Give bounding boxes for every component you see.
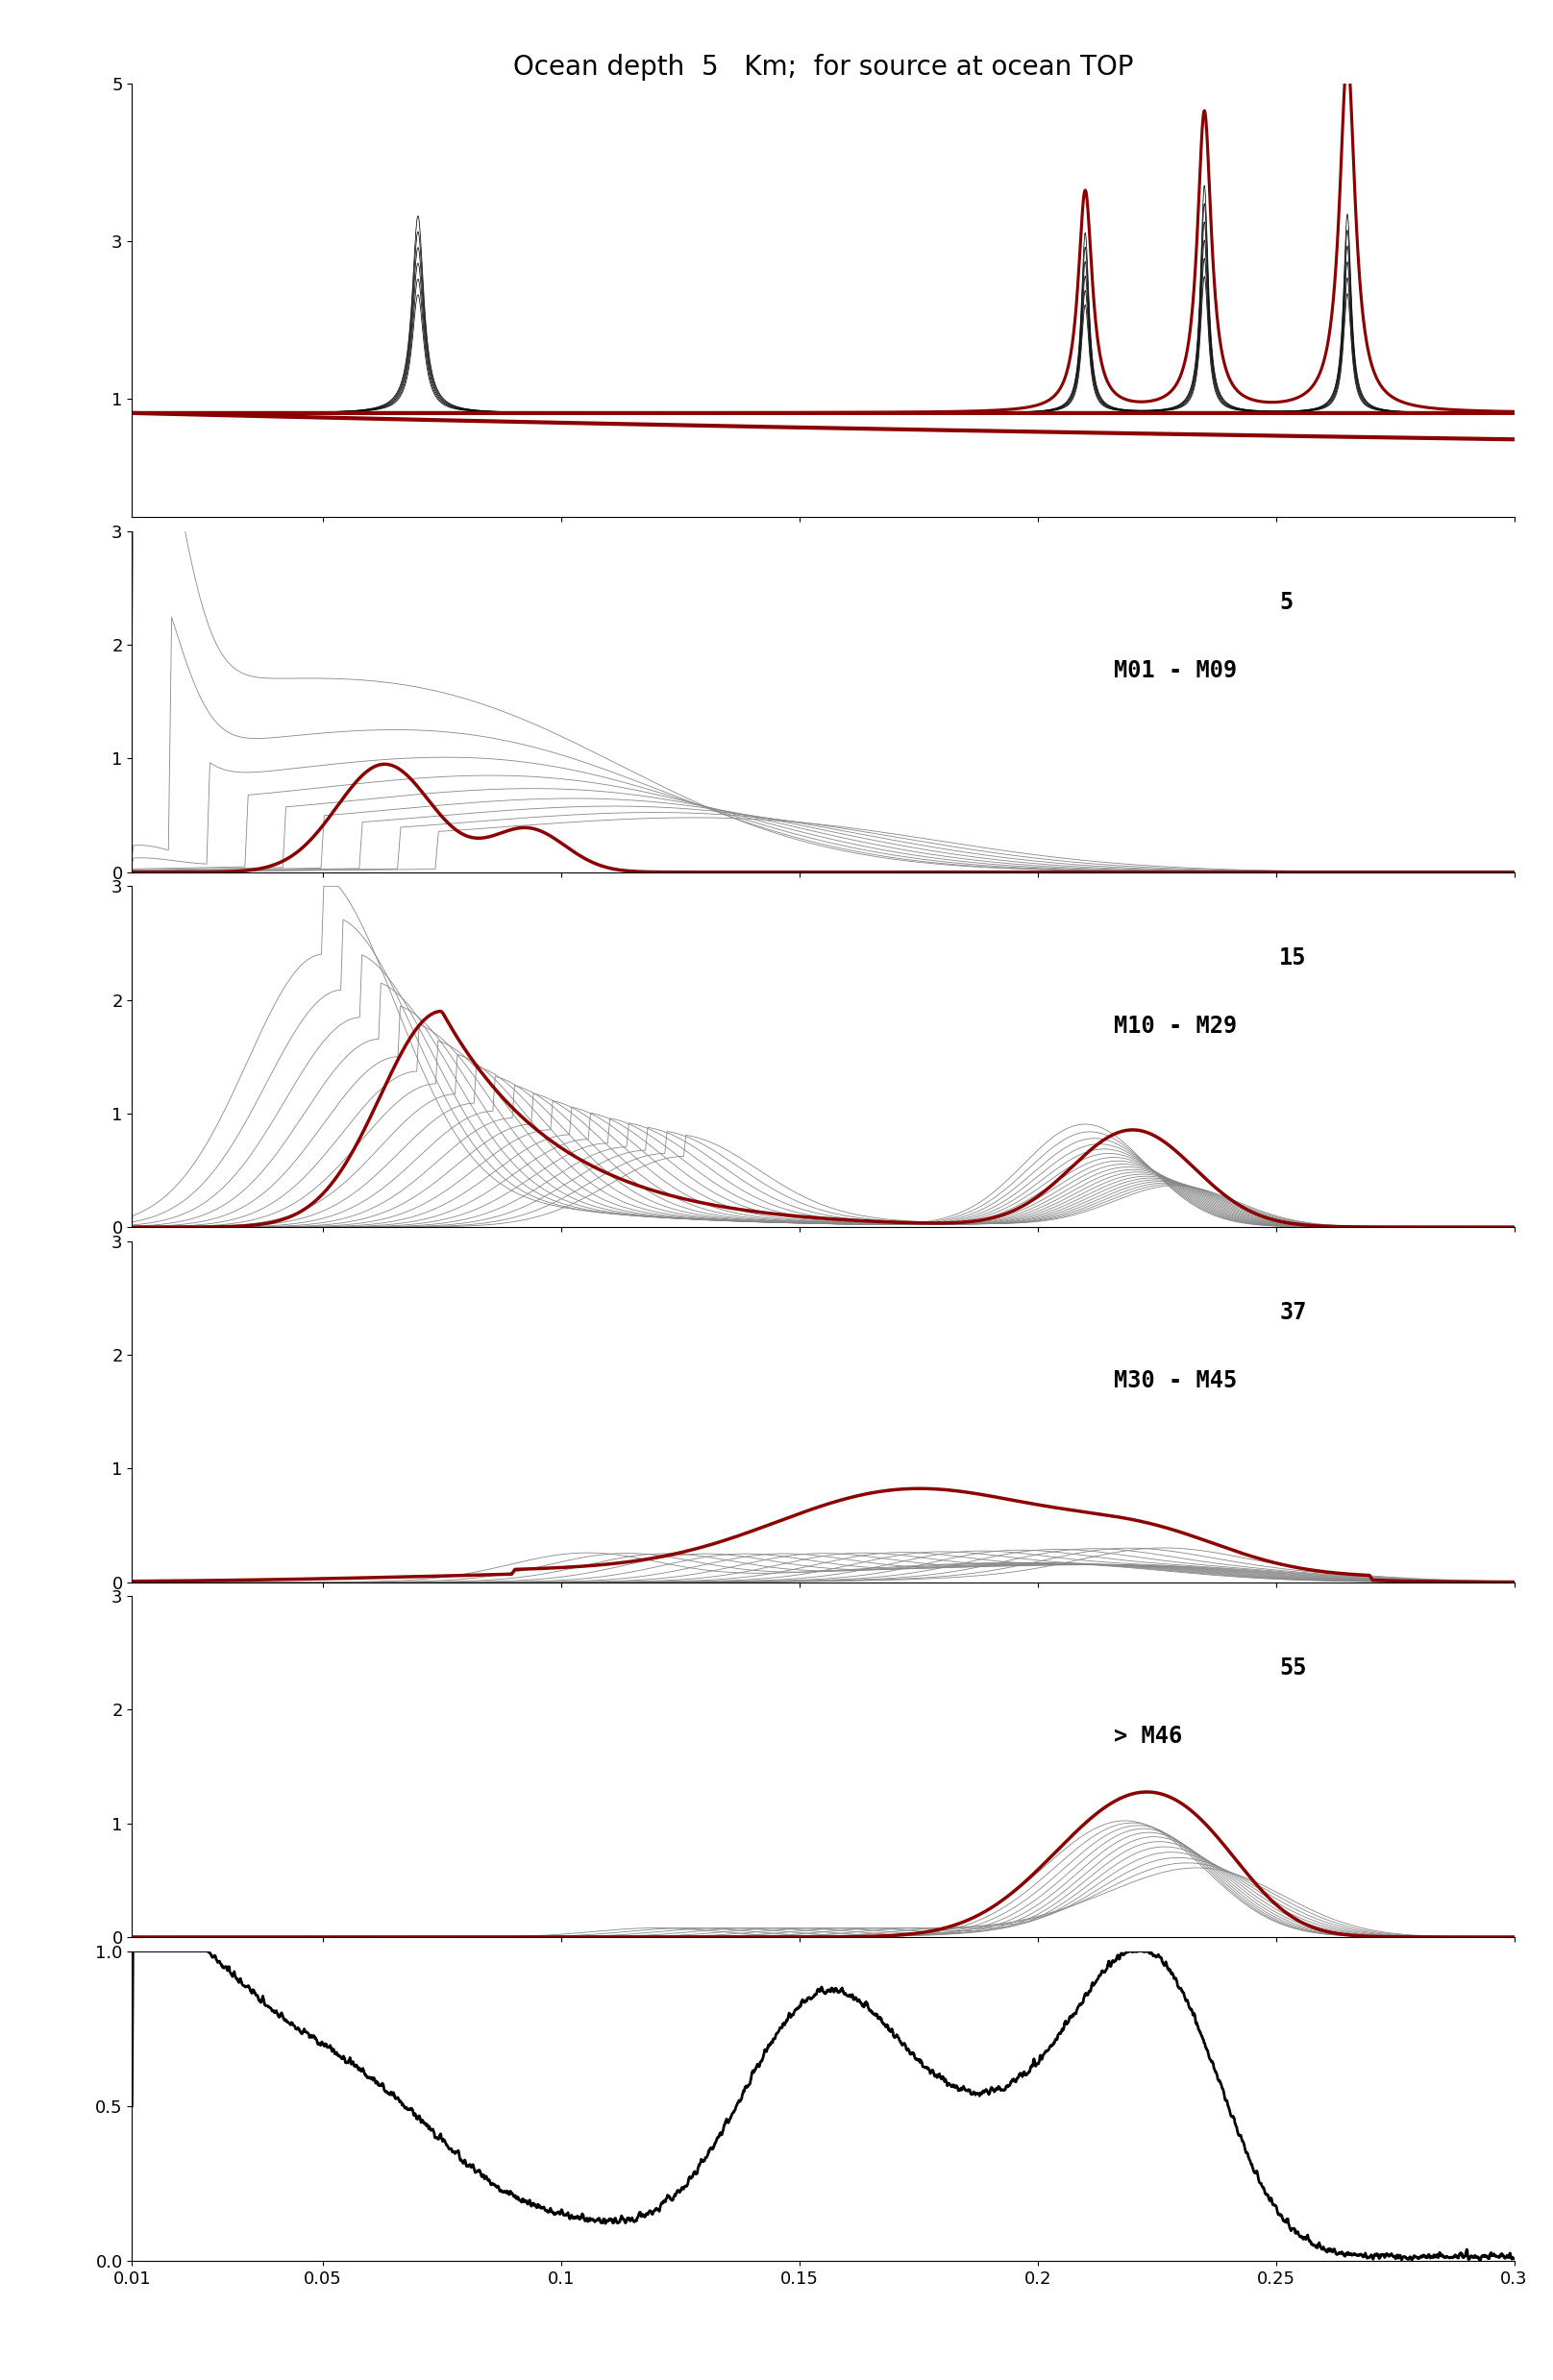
Text: 37: 37 bbox=[1280, 1302, 1306, 1323]
Text: 5: 5 bbox=[1280, 590, 1294, 614]
Text: M30 - M45: M30 - M45 bbox=[1114, 1368, 1236, 1392]
Text: 15: 15 bbox=[1280, 947, 1306, 969]
Text: M10 - M29: M10 - M29 bbox=[1114, 1014, 1236, 1038]
Text: 55: 55 bbox=[1280, 1656, 1306, 1680]
Text: > M46: > M46 bbox=[1114, 1726, 1182, 1747]
Title: Ocean depth  5   Km;  for source at ocean TOP: Ocean depth 5 Km; for source at ocean TO… bbox=[512, 55, 1134, 81]
Text: M01 - M09: M01 - M09 bbox=[1114, 659, 1236, 683]
